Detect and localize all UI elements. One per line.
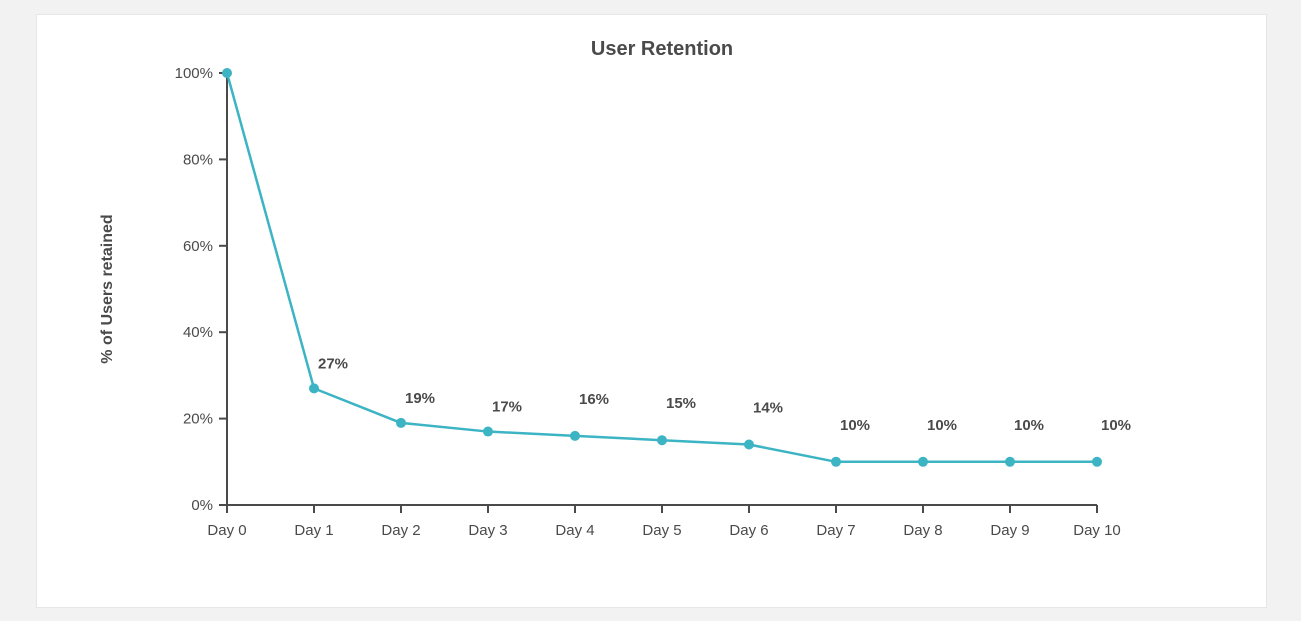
data-point bbox=[309, 383, 319, 393]
x-tick-label: Day 5 bbox=[642, 522, 681, 539]
x-tick-label: Day 6 bbox=[729, 522, 768, 539]
data-point bbox=[657, 435, 667, 445]
data-point-label: 19% bbox=[405, 390, 435, 407]
retention-line-chart: User Retention % of Users retained 0% 20% 40… bbox=[37, 15, 1268, 609]
y-tick-label: 20% bbox=[183, 411, 213, 428]
data-point-label: 10% bbox=[927, 417, 957, 434]
chart-panel: User Retention % of Users retained 0% 20% 40… bbox=[36, 14, 1267, 608]
y-axis-label: % of Users retained bbox=[99, 214, 116, 363]
x-tick-label: Day 10 bbox=[1073, 522, 1121, 539]
x-tick-label: Day 1 bbox=[294, 522, 333, 539]
x-tick-label: Day 3 bbox=[468, 522, 507, 539]
data-point-label: 14% bbox=[753, 400, 783, 417]
data-point-label: 27% bbox=[318, 355, 348, 372]
data-point bbox=[570, 431, 580, 441]
x-tick-label: Day 4 bbox=[555, 522, 594, 539]
data-point bbox=[222, 68, 232, 78]
y-tick-label: 0% bbox=[191, 497, 213, 514]
x-tick-label: Day 2 bbox=[381, 522, 420, 539]
data-point-label: 15% bbox=[666, 395, 696, 412]
data-point-label: 17% bbox=[492, 399, 522, 416]
page-background: User Retention % of Users retained 0% 20% 40… bbox=[0, 0, 1301, 621]
x-tick-label: Day 7 bbox=[816, 522, 855, 539]
data-point-label: 10% bbox=[840, 417, 870, 434]
y-tick-label: 60% bbox=[183, 238, 213, 255]
chart-title: User Retention bbox=[591, 38, 733, 60]
data-point bbox=[483, 427, 493, 437]
data-point bbox=[1005, 457, 1015, 467]
data-point-label: 10% bbox=[1101, 417, 1131, 434]
data-point bbox=[918, 457, 928, 467]
data-point-label: 16% bbox=[579, 391, 609, 408]
y-tick-label: 80% bbox=[183, 151, 213, 168]
retention-line bbox=[227, 73, 1097, 462]
data-point-label: 10% bbox=[1014, 417, 1044, 434]
x-tick-label: Day 0 bbox=[207, 522, 246, 539]
y-tick-label: 40% bbox=[183, 324, 213, 341]
data-point bbox=[744, 440, 754, 450]
x-tick-label: Day 8 bbox=[903, 522, 942, 539]
x-tick-label: Day 9 bbox=[990, 522, 1029, 539]
data-point bbox=[396, 418, 406, 428]
data-point bbox=[831, 457, 841, 467]
y-tick-label: 100% bbox=[175, 65, 213, 82]
data-point bbox=[1092, 457, 1102, 467]
